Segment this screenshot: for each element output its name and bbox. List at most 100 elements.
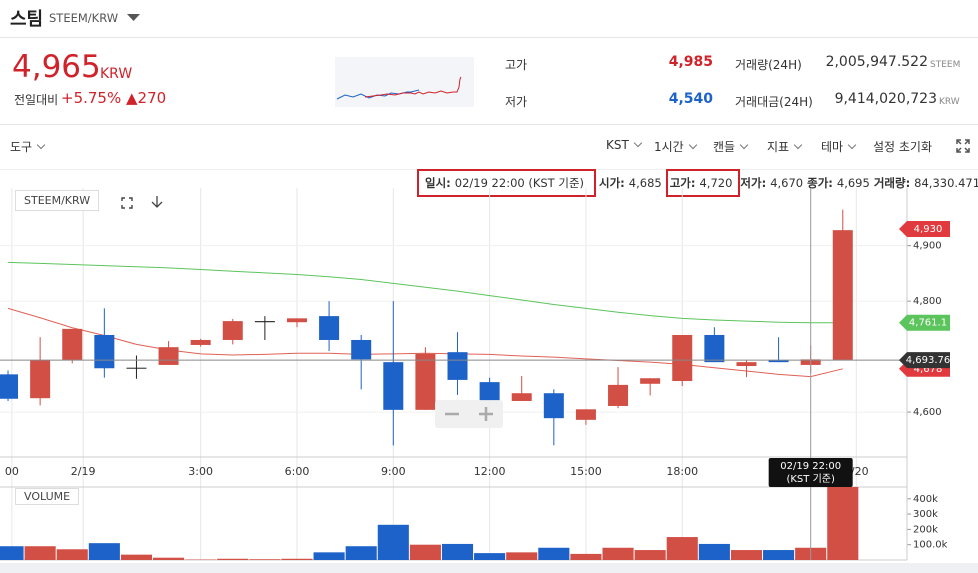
info-box: 고가: 4,720 xyxy=(665,169,741,197)
candle-body xyxy=(286,318,307,323)
volume-bar xyxy=(441,543,474,560)
volume-bar xyxy=(24,546,56,560)
info-value: 4,695 xyxy=(836,176,870,190)
volume-bar xyxy=(88,543,120,560)
volume-bar xyxy=(827,487,859,560)
fullscreen-icon[interactable] xyxy=(956,139,970,153)
tools-menu[interactable]: 도구 xyxy=(10,138,44,155)
info-label: 시가: xyxy=(599,176,625,190)
price-tag xyxy=(899,314,950,331)
price-tag-label: 4,678 xyxy=(914,364,943,375)
candle-body xyxy=(126,367,147,369)
x-tick-label: 9:00 xyxy=(381,465,406,478)
candle-body xyxy=(415,353,436,410)
ohlc-info: 일시: 02/19 22:00 (KST 기준) 시가: 4,685 고가: 4,72… xyxy=(417,168,978,198)
price-tag xyxy=(899,352,950,369)
volume-bar xyxy=(249,559,281,560)
expand-icon[interactable] xyxy=(121,197,133,209)
info-item: 종가: 4,695 xyxy=(807,175,874,191)
x-tick-label: 15:00 xyxy=(570,465,602,478)
high-label: 고가 xyxy=(505,58,528,72)
toolbar-item[interactable]: 캔들 xyxy=(713,138,747,155)
x-tick-label: 18:00 xyxy=(666,465,698,478)
value-unit: KRW xyxy=(939,97,960,107)
volume-bar xyxy=(730,550,763,560)
volume-bar xyxy=(474,553,506,560)
candle-body xyxy=(479,382,500,401)
trade-value: 9,414,020,723 xyxy=(834,91,937,107)
info-label: 고가: xyxy=(669,176,696,190)
pair[interactable]: STEEM/KRW xyxy=(49,11,119,25)
candle-body xyxy=(158,347,179,365)
volume-title: VOLUME xyxy=(15,488,80,505)
x-tick-label: 12:00 xyxy=(474,465,506,478)
volume-bar xyxy=(120,554,153,560)
header-bar xyxy=(0,0,978,38)
crosshair-label: 02/19 22:00 xyxy=(780,461,841,472)
info-value: 4,670 xyxy=(770,176,804,190)
toolbar-item[interactable]: 지표 xyxy=(767,138,801,155)
low-label: 저가 xyxy=(505,95,528,109)
candle-body xyxy=(832,230,853,360)
candle-body xyxy=(319,316,340,340)
candle-body xyxy=(543,393,564,419)
price-tag-label: 4,693.76 xyxy=(906,355,951,366)
candle-body xyxy=(190,339,211,345)
zoom-control xyxy=(435,400,503,428)
info-value: 02/19 22:00 (KST 기준) xyxy=(454,176,585,190)
candle-body xyxy=(672,334,693,382)
info-label: 저가: xyxy=(740,176,767,190)
candle-body xyxy=(736,362,757,367)
low-value: 4,540 xyxy=(668,91,713,107)
info-item: 거래량: 84,330.471 xyxy=(874,175,978,191)
y-tick-label: 4,800 xyxy=(913,296,942,307)
download-icon[interactable] xyxy=(151,195,163,209)
volume-value: 2,005,947.522 xyxy=(825,54,928,70)
candle-body xyxy=(222,321,243,340)
dropdown-caret[interactable] xyxy=(127,14,140,22)
x-tick-label: 6:00 xyxy=(285,465,310,478)
y-tick-label: 200k xyxy=(913,524,938,535)
candle-body xyxy=(254,321,275,323)
chart-bg xyxy=(0,563,978,573)
candle-body xyxy=(351,339,372,360)
info-box: 일시: 02/19 22:00 (KST 기준) xyxy=(417,169,597,197)
volume-label: 거래량(24H) xyxy=(735,58,802,72)
volume-bar xyxy=(570,553,602,560)
volume-bar xyxy=(313,552,345,560)
toolbar-item[interactable]: 1시간 xyxy=(654,138,696,155)
high-value: 4,985 xyxy=(668,54,713,70)
x-tick-label: 00 xyxy=(5,465,19,478)
price-tag-label: 4,930 xyxy=(914,224,943,235)
chart-title[interactable]: STEEM/KRW xyxy=(15,190,100,211)
info-label: 종가: xyxy=(807,176,833,190)
candle-body xyxy=(608,384,629,406)
candle-body xyxy=(62,328,83,360)
price-tag-label: 4,761.1 xyxy=(909,318,947,329)
y-tick-label: 4,900 xyxy=(913,241,942,252)
info-value: 4,720 xyxy=(699,176,733,190)
toolbar-item[interactable]: KST xyxy=(606,138,641,152)
sparkline xyxy=(335,57,474,107)
toolbar-item[interactable]: 테마 xyxy=(821,138,855,155)
volume-bar xyxy=(377,524,409,560)
y-tick-label: 100.0k xyxy=(913,540,948,551)
change-label: 전일대비 xyxy=(14,93,59,107)
info-item: 시가: 4,685 xyxy=(599,175,666,191)
candle-body xyxy=(640,378,661,384)
info-label: 거래량: xyxy=(873,176,911,190)
y-tick-label: 4,600 xyxy=(913,407,942,418)
volume-bar xyxy=(217,558,249,560)
moving-average xyxy=(8,261,843,324)
volume-bar xyxy=(634,550,666,560)
price: 4,965 xyxy=(12,49,101,85)
change-rate: +5.75% xyxy=(61,89,122,107)
candle-body xyxy=(30,359,51,399)
volume-bar xyxy=(538,547,570,560)
volume-bar xyxy=(345,546,377,560)
volume-bar xyxy=(0,546,24,560)
chart: 00 2/19 3:00 6:00 9:00 12:00 15:00 18:00 2/204,6… xyxy=(0,188,978,573)
value-label: 거래대금(24H) xyxy=(735,95,813,109)
toolbar-item[interactable]: 설정 초기화 xyxy=(873,140,933,154)
volume-unit: STEEM xyxy=(930,60,961,70)
